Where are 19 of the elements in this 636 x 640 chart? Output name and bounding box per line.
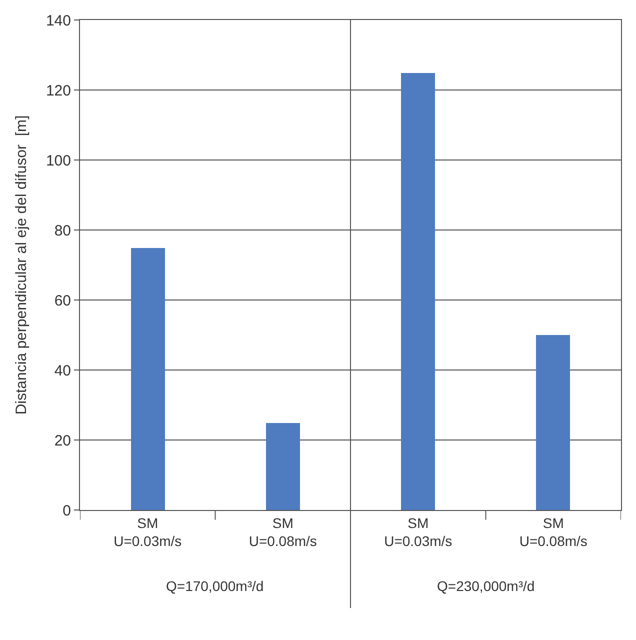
text: Q=170,000m³/d	[166, 578, 264, 594]
bar	[266, 423, 300, 510]
x-tick-label: SM U=0.08m/s	[519, 514, 588, 549]
y-tick-label: 120	[46, 82, 71, 100]
y-tick-label: 0	[62, 502, 71, 520]
y-tick-label: 100	[46, 152, 71, 170]
bar	[401, 73, 435, 510]
y-tick-label: 40	[54, 362, 71, 380]
x-tick-label: SM U=0.08m/s	[248, 514, 317, 549]
y-tick-label: 20	[54, 432, 71, 450]
x-tick-label: SM U=0.03m/s	[384, 514, 452, 549]
y-axis-title: Distancia perpendicular al eje del difusor [m]	[13, 115, 30, 415]
y-tick-label: 60	[54, 292, 71, 310]
y-tick-label: 80	[54, 222, 71, 240]
x-tick-label: SM U=0.03m/s	[114, 514, 182, 549]
text: Q=230,000m³/d	[437, 578, 535, 594]
bar	[131, 248, 165, 510]
bar	[536, 335, 570, 510]
y-tick-label: 140	[46, 12, 71, 30]
